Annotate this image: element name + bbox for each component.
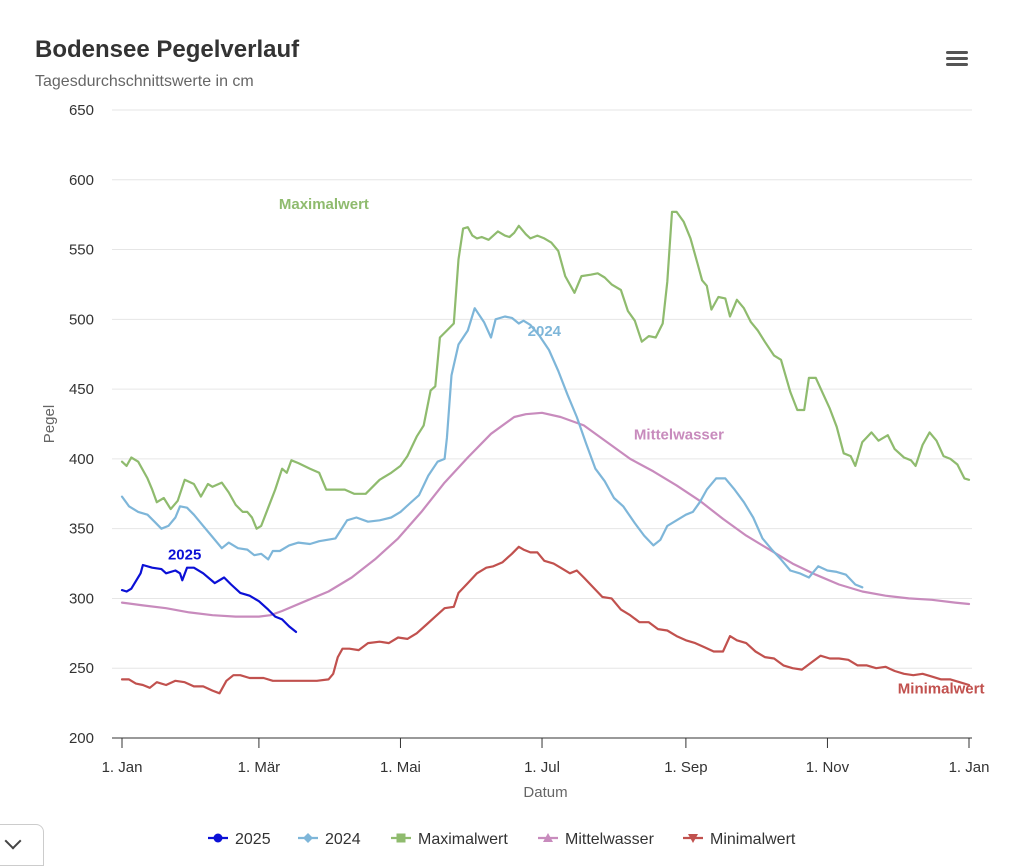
x-tick-label: 1. Nov: [806, 759, 850, 776]
chevron-down-icon: [4, 832, 22, 850]
legend-label: Maximalwert: [418, 831, 508, 848]
x-tick-label: 1. Mai: [380, 759, 421, 776]
series-line-2025[interactable]: [120, 563, 298, 633]
legend-label: Minimalwert: [710, 831, 796, 848]
legend-marker: [213, 833, 223, 843]
y-tick-label: 200: [69, 730, 94, 747]
legend-item-mittelwasser[interactable]: Mittelwasser: [538, 831, 655, 848]
series-labels: Mittelwasser Minimalwert Maximalwert 2024 20…: [168, 196, 985, 697]
x-tick-label: 1. Sep: [664, 759, 707, 776]
y-tick-label: 550: [69, 242, 94, 259]
series-label: 2025: [168, 546, 201, 563]
y-tick-label: 650: [69, 102, 94, 119]
y-tick-label: 300: [69, 590, 94, 607]
legend-item-minimalwert[interactable]: Minimalwert: [683, 831, 796, 848]
series-label: Minimalwert: [898, 680, 985, 697]
series-line-maximalwert[interactable]: [120, 210, 971, 530]
series-label: 2024: [528, 323, 562, 340]
chart-subtitle: Tagesdurchschnittswerte in cm: [35, 73, 254, 90]
x-axis-title: Datum: [523, 784, 567, 801]
menu-bar: [946, 57, 968, 60]
x-tick-label: 1. Mär: [238, 759, 281, 776]
menu-bar: [946, 63, 968, 66]
x-axis: 1. Jan 1. Mär 1. Mai 1. Jul 1. Sep 1. Nov 1. J…: [102, 738, 990, 776]
legend-label: 2025: [235, 831, 271, 848]
y-tick-label: 250: [69, 660, 94, 677]
legend-item-2025[interactable]: 2025: [208, 831, 271, 848]
y-axis: 200 250 300 350 400 450 500 550 600 650: [69, 102, 94, 747]
legend-label: Mittelwasser: [565, 831, 655, 848]
y-tick-label: 400: [69, 451, 94, 468]
grid-lines: [112, 109, 972, 739]
y-axis-title: Pegel: [41, 405, 58, 443]
series-line-mittelwasser[interactable]: [120, 411, 971, 618]
chart-title: Bodensee Pegelverlauf: [35, 36, 300, 63]
legend-item-maximalwert[interactable]: Maximalwert: [391, 831, 508, 848]
legend-marker: [396, 833, 406, 843]
legend-item-2024[interactable]: 2024: [298, 831, 361, 848]
y-tick-label: 450: [69, 381, 94, 398]
legend: 2025 2024 Maximalwert Mittelwasser Minimalwe…: [208, 831, 796, 848]
y-tick-label: 600: [69, 172, 94, 189]
x-tick-label: 1. Jan: [102, 759, 143, 776]
series-line-minimalwert[interactable]: [120, 545, 971, 695]
series-line-2024[interactable]: [120, 307, 864, 589]
series-label: Maximalwert: [279, 196, 369, 213]
series-label: Mittelwasser: [634, 426, 724, 443]
x-tick-label: 1. Jul: [524, 759, 560, 776]
y-tick-label: 350: [69, 521, 94, 538]
menu-bar: [946, 51, 968, 54]
legend-marker: [543, 833, 553, 842]
legend-marker: [303, 833, 313, 843]
legend-label: 2024: [325, 831, 361, 848]
y-tick-label: 500: [69, 311, 94, 328]
hamburger-menu-icon[interactable]: [940, 48, 974, 74]
legend-marker: [688, 834, 698, 843]
series-lines: [120, 210, 971, 695]
expand-panel-tab[interactable]: [0, 824, 44, 866]
x-tick-label: 1. Jan: [949, 759, 990, 776]
